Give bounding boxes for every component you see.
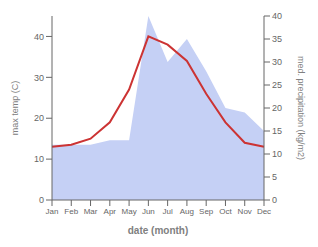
svg-text:10: 10 — [34, 154, 44, 164]
svg-text:Sep: Sep — [199, 207, 214, 216]
svg-text:15: 15 — [272, 126, 282, 136]
svg-text:20: 20 — [34, 113, 44, 123]
svg-text:40: 40 — [34, 32, 44, 42]
svg-text:Oct: Oct — [219, 207, 232, 216]
svg-text:5: 5 — [272, 172, 277, 182]
svg-text:Apr: Apr — [104, 207, 117, 216]
svg-text:35: 35 — [272, 34, 282, 44]
svg-text:40: 40 — [272, 11, 282, 21]
svg-text:20: 20 — [272, 103, 282, 113]
svg-text:date (month): date (month) — [128, 225, 189, 236]
svg-text:Jan: Jan — [46, 207, 59, 216]
svg-text:Jul: Jul — [163, 207, 173, 216]
svg-text:30: 30 — [272, 57, 282, 67]
svg-text:Nov: Nov — [238, 207, 252, 216]
svg-text:Jun: Jun — [142, 207, 155, 216]
svg-text:30: 30 — [34, 73, 44, 83]
svg-text:Aug: Aug — [180, 207, 194, 216]
svg-text:0: 0 — [39, 195, 44, 205]
svg-text:max temp (C): max temp (C) — [10, 81, 20, 136]
svg-text:Mar: Mar — [84, 207, 98, 216]
svg-text:25: 25 — [272, 80, 282, 90]
svg-text:Dec: Dec — [257, 207, 271, 216]
svg-text:0: 0 — [272, 195, 277, 205]
svg-text:May: May — [122, 207, 137, 216]
svg-text:med. precipitation (kg/m2): med. precipitation (kg/m2) — [296, 56, 306, 160]
svg-text:10: 10 — [272, 149, 282, 159]
svg-text:Feb: Feb — [64, 207, 78, 216]
